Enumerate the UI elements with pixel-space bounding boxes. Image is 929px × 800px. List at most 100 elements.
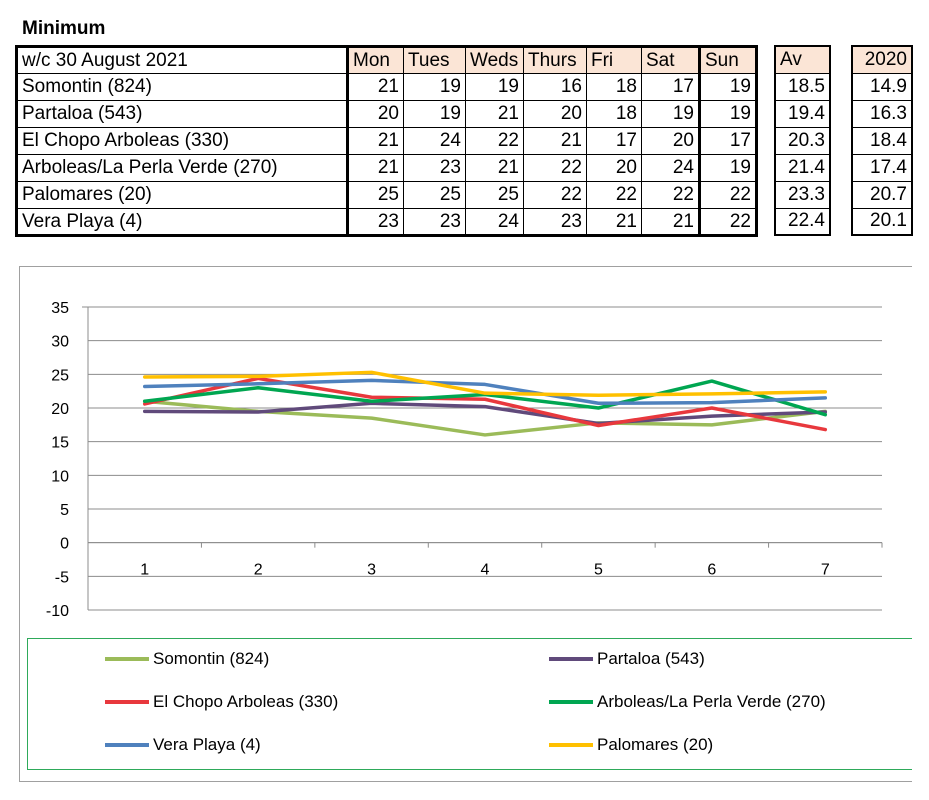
temperature-cell: 21	[347, 154, 404, 182]
temperature-cell: 17	[641, 73, 701, 101]
average-cell: 22.4	[774, 207, 831, 236]
temperature-cell: 22	[699, 181, 757, 209]
temperature-cell: 20	[641, 127, 701, 155]
temperature-cell: 24	[465, 208, 524, 236]
chart-legend: Somontin (824) Partaloa (543) El Chopo Arb…	[27, 638, 912, 770]
series-line	[142, 370, 828, 397]
legend-item: Palomares (20)	[549, 735, 713, 755]
temperature-cell: 21	[586, 208, 642, 236]
temperature-cell: 18	[586, 73, 642, 101]
legend-item: Somontin (824)	[105, 649, 269, 669]
table-row: 19.4	[774, 99, 831, 128]
temperature-cell: 22	[523, 154, 587, 182]
temperature-cell: 24	[641, 154, 701, 182]
average-cell: 23.3	[774, 180, 831, 209]
year-2020-cell: 20.7	[851, 180, 913, 209]
legend-item: El Chopo Arboleas (330)	[105, 692, 338, 712]
temperature-cell: 16	[523, 73, 587, 101]
table-row: 20.7	[851, 180, 913, 209]
temperature-cell: 20	[586, 154, 642, 182]
legend-swatch	[549, 743, 593, 747]
temperature-cell: 19	[465, 73, 524, 101]
week-label: w/c 30 August 2021	[16, 46, 349, 74]
temperature-cell: 23	[347, 208, 404, 236]
x-tick-label: 3	[367, 562, 376, 579]
temperature-cell: 25	[403, 181, 466, 209]
year-2020-cell: 20.1	[851, 207, 913, 236]
temperature-cell: 18	[586, 100, 642, 128]
x-tick-label: 1	[140, 562, 149, 579]
location-name: Partaloa (543)	[16, 100, 349, 128]
series-line	[142, 376, 828, 432]
year-2020-cell: 16.3	[851, 99, 913, 128]
average-table: Av 18.5 19.4 20.3 21.4 23.3 22.4	[774, 45, 831, 236]
average-cell: 19.4	[774, 99, 831, 128]
table-row: 18.4	[851, 126, 913, 155]
series-line	[142, 378, 828, 406]
x-tick-label: 7	[821, 562, 830, 579]
temperature-cell: 23	[403, 208, 466, 236]
x-tick-label: 5	[594, 562, 603, 579]
temperature-cell: 21	[523, 127, 587, 155]
table-row: Palomares (20) 25 25 25 22 22 22 22	[16, 181, 757, 209]
table-title: Minimum	[22, 18, 106, 39]
location-name: Palomares (20)	[16, 181, 349, 209]
temperature-cell: 22	[465, 127, 524, 155]
y-tick-label: 30	[51, 334, 69, 351]
temperature-cell: 21	[347, 127, 404, 155]
temperature-cell: 22	[699, 208, 757, 236]
year-2020-table: 2020 14.9 16.3 18.4 17.4 20.7 20.1	[851, 45, 913, 236]
x-tick-label: 4	[481, 562, 490, 579]
table-row: 20.3	[774, 126, 831, 155]
x-tick-label: 2	[254, 562, 263, 579]
legend-label: Vera Playa (4)	[153, 735, 261, 754]
day-header-weds: Weds	[465, 46, 524, 74]
average-header: Av	[774, 45, 831, 74]
y-tick-label: 35	[51, 300, 69, 317]
temperature-cell: 22	[641, 181, 701, 209]
legend-swatch	[549, 657, 593, 661]
table-row: 22.4	[774, 207, 831, 236]
y-tick-label: 15	[51, 435, 69, 452]
line-chart: 35 30 25 20 15 10 5 0 -5 -10 1 2 3 4 5 6 7	[46, 300, 883, 620]
legend-swatch	[105, 700, 149, 704]
day-header-sun: Sun	[699, 46, 757, 74]
table-row: 14.9	[851, 72, 913, 101]
location-name: El Chopo Arboleas (330)	[16, 127, 349, 155]
location-name: Somontin (824)	[16, 73, 349, 101]
temperature-cell: 25	[465, 181, 524, 209]
temperature-cell: 19	[699, 100, 757, 128]
temperature-cell: 17	[586, 127, 642, 155]
temperature-cell: 21	[465, 100, 524, 128]
temperature-cell: 21	[641, 208, 701, 236]
temperature-cell: 23	[523, 208, 587, 236]
location-name: Arboleas/La Perla Verde (270)	[16, 154, 349, 182]
day-header-thurs: Thurs	[523, 46, 587, 74]
average-cell: 21.4	[774, 153, 831, 182]
temperature-cell: 19	[699, 73, 757, 101]
legend-swatch	[549, 700, 593, 704]
table-row: Partaloa (543) 20 19 21 20 18 19 19	[16, 100, 757, 128]
series-line	[142, 401, 828, 426]
temperature-cell: 21	[347, 73, 404, 101]
y-tick-label: -5	[55, 569, 69, 586]
average-cell: 20.3	[774, 126, 831, 155]
legend-item: Arboleas/La Perla Verde (270)	[549, 692, 826, 712]
table-row: Somontin (824) 21 19 19 16 18 17 19	[16, 73, 757, 101]
legend-item: Partaloa (543)	[549, 649, 705, 669]
table-row: 21.4	[774, 153, 831, 182]
legend-swatch	[105, 743, 149, 747]
table-row: 17.4	[851, 153, 913, 182]
temperature-cell: 19	[699, 154, 757, 182]
table-header-row: w/c 30 August 2021 Mon Tues Weds Thurs Fri Sat…	[16, 46, 757, 74]
day-header-mon: Mon	[347, 46, 404, 74]
legend-label: Partaloa (543)	[597, 649, 705, 668]
temperature-cell: 21	[465, 154, 524, 182]
day-header-fri: Fri	[586, 46, 642, 74]
table-row: 23.3	[774, 180, 831, 209]
year-2020-header: 2020	[851, 45, 913, 74]
table-row: 16.3	[851, 99, 913, 128]
table-row: Arboleas/La Perla Verde (270) 21 23 21 22 20 2…	[16, 154, 757, 182]
legend-label: Arboleas/La Perla Verde (270)	[597, 692, 826, 711]
y-tick-label: 20	[51, 401, 69, 418]
